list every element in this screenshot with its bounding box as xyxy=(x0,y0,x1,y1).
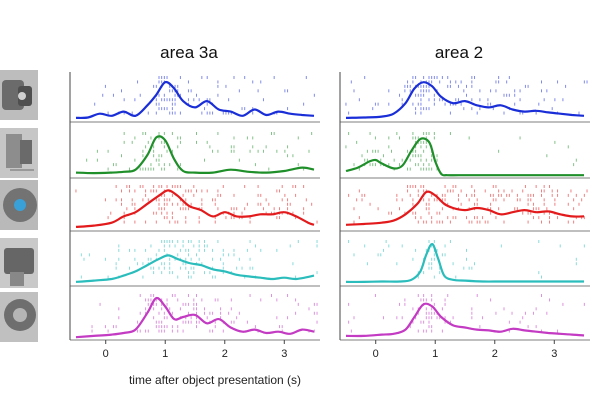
spike-raster xyxy=(86,132,313,171)
x-tick-label: 2 xyxy=(492,348,498,360)
firing-rate-curve xyxy=(75,135,315,175)
object-thumb-4 xyxy=(0,238,38,288)
x-axis-label: time after object presentation (s) xyxy=(129,373,301,387)
spike-raster xyxy=(348,185,588,224)
firing-rate-curve xyxy=(345,243,584,284)
firing-rate-curve xyxy=(345,302,585,338)
panel-area-3a-row-1 xyxy=(70,76,320,123)
panel-columns: area 3a 0 1 2 3 time after object presentatio… xyxy=(69,43,590,387)
firing-rate-curve xyxy=(75,80,315,120)
x-tick-label: 0 xyxy=(373,348,379,360)
panel-area-2-row-1 xyxy=(340,76,590,123)
spike-raster xyxy=(345,132,577,171)
firing-rate-curve xyxy=(75,296,315,339)
column-area-3a: area 3a 0 1 2 3 time after object presentatio… xyxy=(69,43,320,387)
spike-raster xyxy=(94,76,315,115)
column-title: area 2 xyxy=(435,43,483,62)
spike-raster xyxy=(75,185,318,224)
object-thumb-1 xyxy=(0,70,38,120)
spike-raster xyxy=(345,76,588,115)
spike-raster xyxy=(91,294,318,333)
x-axis: 0 1 2 3 xyxy=(373,340,557,360)
firing-rate-curve xyxy=(75,189,315,228)
object-thumb-5 xyxy=(0,292,38,342)
spike-raster xyxy=(348,240,585,279)
spike-raster xyxy=(80,240,318,279)
column-title: area 3a xyxy=(160,43,218,62)
x-tick-label: 1 xyxy=(432,348,438,360)
firing-rate-curve xyxy=(345,137,584,177)
firing-rate-curve xyxy=(345,190,585,226)
panel-area-2-row-3 xyxy=(340,185,590,232)
object-thumb-3 xyxy=(0,180,38,230)
x-tick-label: 1 xyxy=(162,348,168,360)
firing-rate-curve xyxy=(75,254,315,283)
x-tick-label: 0 xyxy=(103,348,109,360)
panel-area-3a-row-5 xyxy=(70,294,320,341)
object-thumb-2 xyxy=(0,128,38,178)
panel-area-2-row-4 xyxy=(340,240,590,287)
panel-area-3a-row-3 xyxy=(70,185,320,232)
panel-area-2-row-5 xyxy=(340,294,590,341)
x-axis: 0 1 2 3 xyxy=(103,340,287,360)
panel-area-3a-row-4 xyxy=(70,240,320,287)
x-tick-label: 3 xyxy=(281,348,287,360)
spike-raster xyxy=(348,294,585,333)
firing-rate-curve xyxy=(345,81,585,119)
panel-area-3a-row-2 xyxy=(70,132,320,179)
x-tick-label: 3 xyxy=(551,348,557,360)
object-thumbnails xyxy=(0,70,38,342)
panel-area-2-row-2 xyxy=(340,132,590,179)
x-tick-label: 2 xyxy=(222,348,228,360)
column-area-2: area 2 0 1 2 3 xyxy=(339,43,590,360)
